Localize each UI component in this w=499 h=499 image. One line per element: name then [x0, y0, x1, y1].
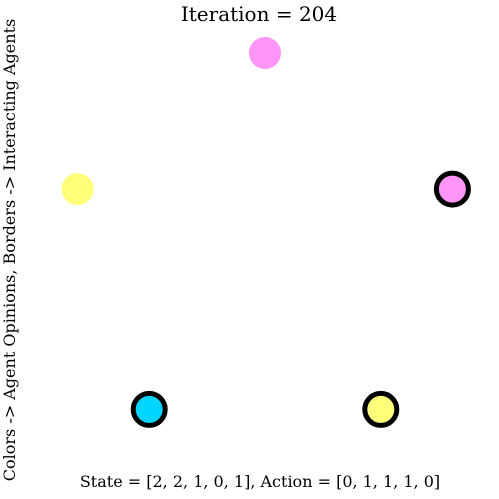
y-axis-label: Colors -> Agent Opinions, Borders -> Int… [0, 19, 19, 481]
agent-marker-1 [433, 170, 471, 208]
x-axis-label: State = [2, 2, 1, 0, 1], Action = [0, 1,… [80, 472, 440, 491]
agent-marker-layer [61, 37, 471, 428]
agent-marker-0 [249, 37, 281, 69]
chart-title: Iteration = 204 [181, 2, 337, 26]
agent-marker-2 [362, 390, 400, 428]
agent-marker-4 [61, 173, 94, 206]
agent-marker-3 [130, 390, 168, 428]
